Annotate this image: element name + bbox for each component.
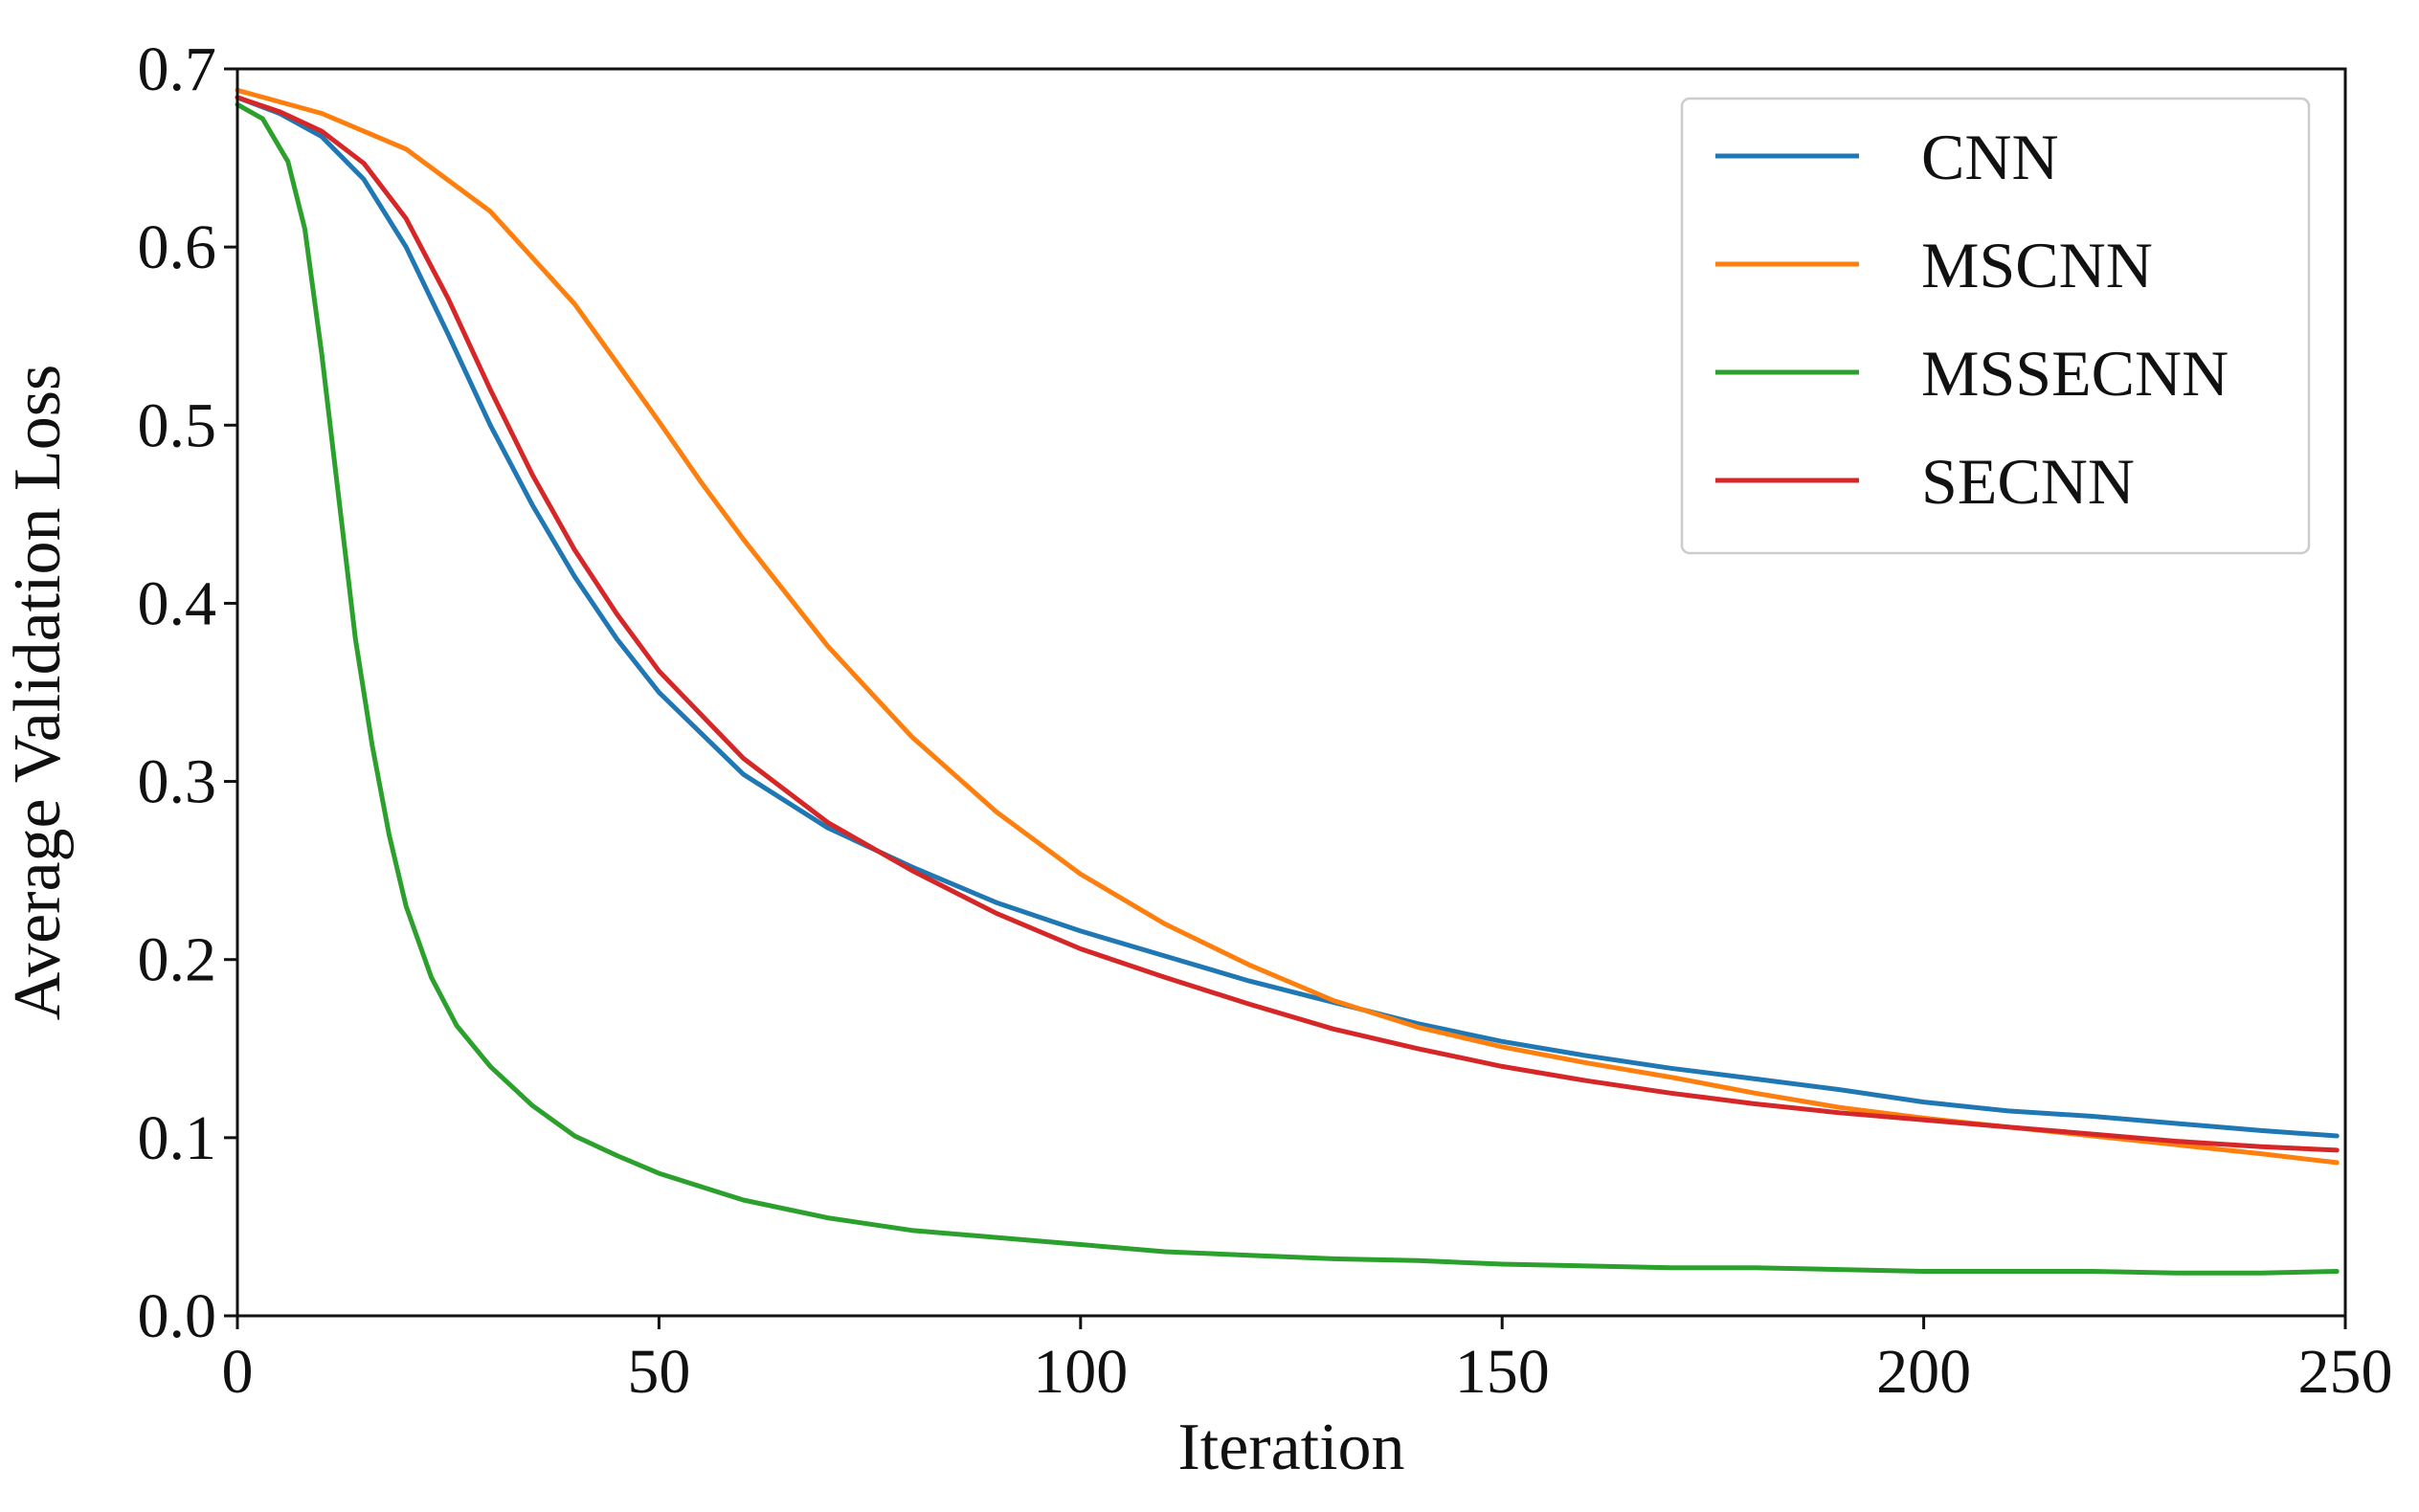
axis-ticks: 0 50 100 150 200 250 0.0 0.1 0.2 0.3 0.4 0.5 0.6 0.7	[138, 34, 2393, 1407]
y-tick-label: 0.0	[138, 1281, 217, 1351]
y-tick-label: 0.2	[138, 925, 217, 995]
x-tick-label: 200	[1876, 1337, 1971, 1407]
legend-label-cnn: CNN	[1921, 121, 2059, 193]
y-tick-label: 0.7	[138, 34, 217, 104]
legend-box	[1680, 97, 2311, 555]
x-axis-label: Iteration	[1177, 1411, 1404, 1484]
legend-label-mssecnn: MSSECNN	[1921, 337, 2229, 410]
x-tick-label: 100	[1033, 1337, 1128, 1407]
x-tick-label: 150	[1455, 1337, 1550, 1407]
series-line-mssecnn	[235, 101, 2340, 1276]
y-tick-label: 0.1	[138, 1103, 217, 1173]
series-layer	[235, 87, 2340, 1276]
y-tick-label: 0.4	[138, 568, 217, 638]
y-tick-label: 0.6	[138, 212, 217, 282]
series-line-secnn	[235, 95, 2340, 1153]
x-tick-label: 0	[222, 1337, 254, 1407]
y-axis-label: Average Validation Loss	[1, 365, 75, 1021]
y-tick-label: 0.5	[138, 390, 217, 460]
legend-label-secnn: SECNN	[1921, 445, 2135, 518]
series-line-cnn	[235, 95, 2340, 1139]
x-tick-label: 50	[627, 1337, 690, 1407]
y-tick-label: 0.3	[138, 747, 217, 817]
legend: CNN MSCNN MSSECNN SECNN	[1680, 97, 2311, 555]
x-tick-label: 250	[2298, 1337, 2393, 1407]
plot-frame	[235, 67, 2347, 1318]
legend-label-mscnn: MSCNN	[1921, 229, 2153, 301]
